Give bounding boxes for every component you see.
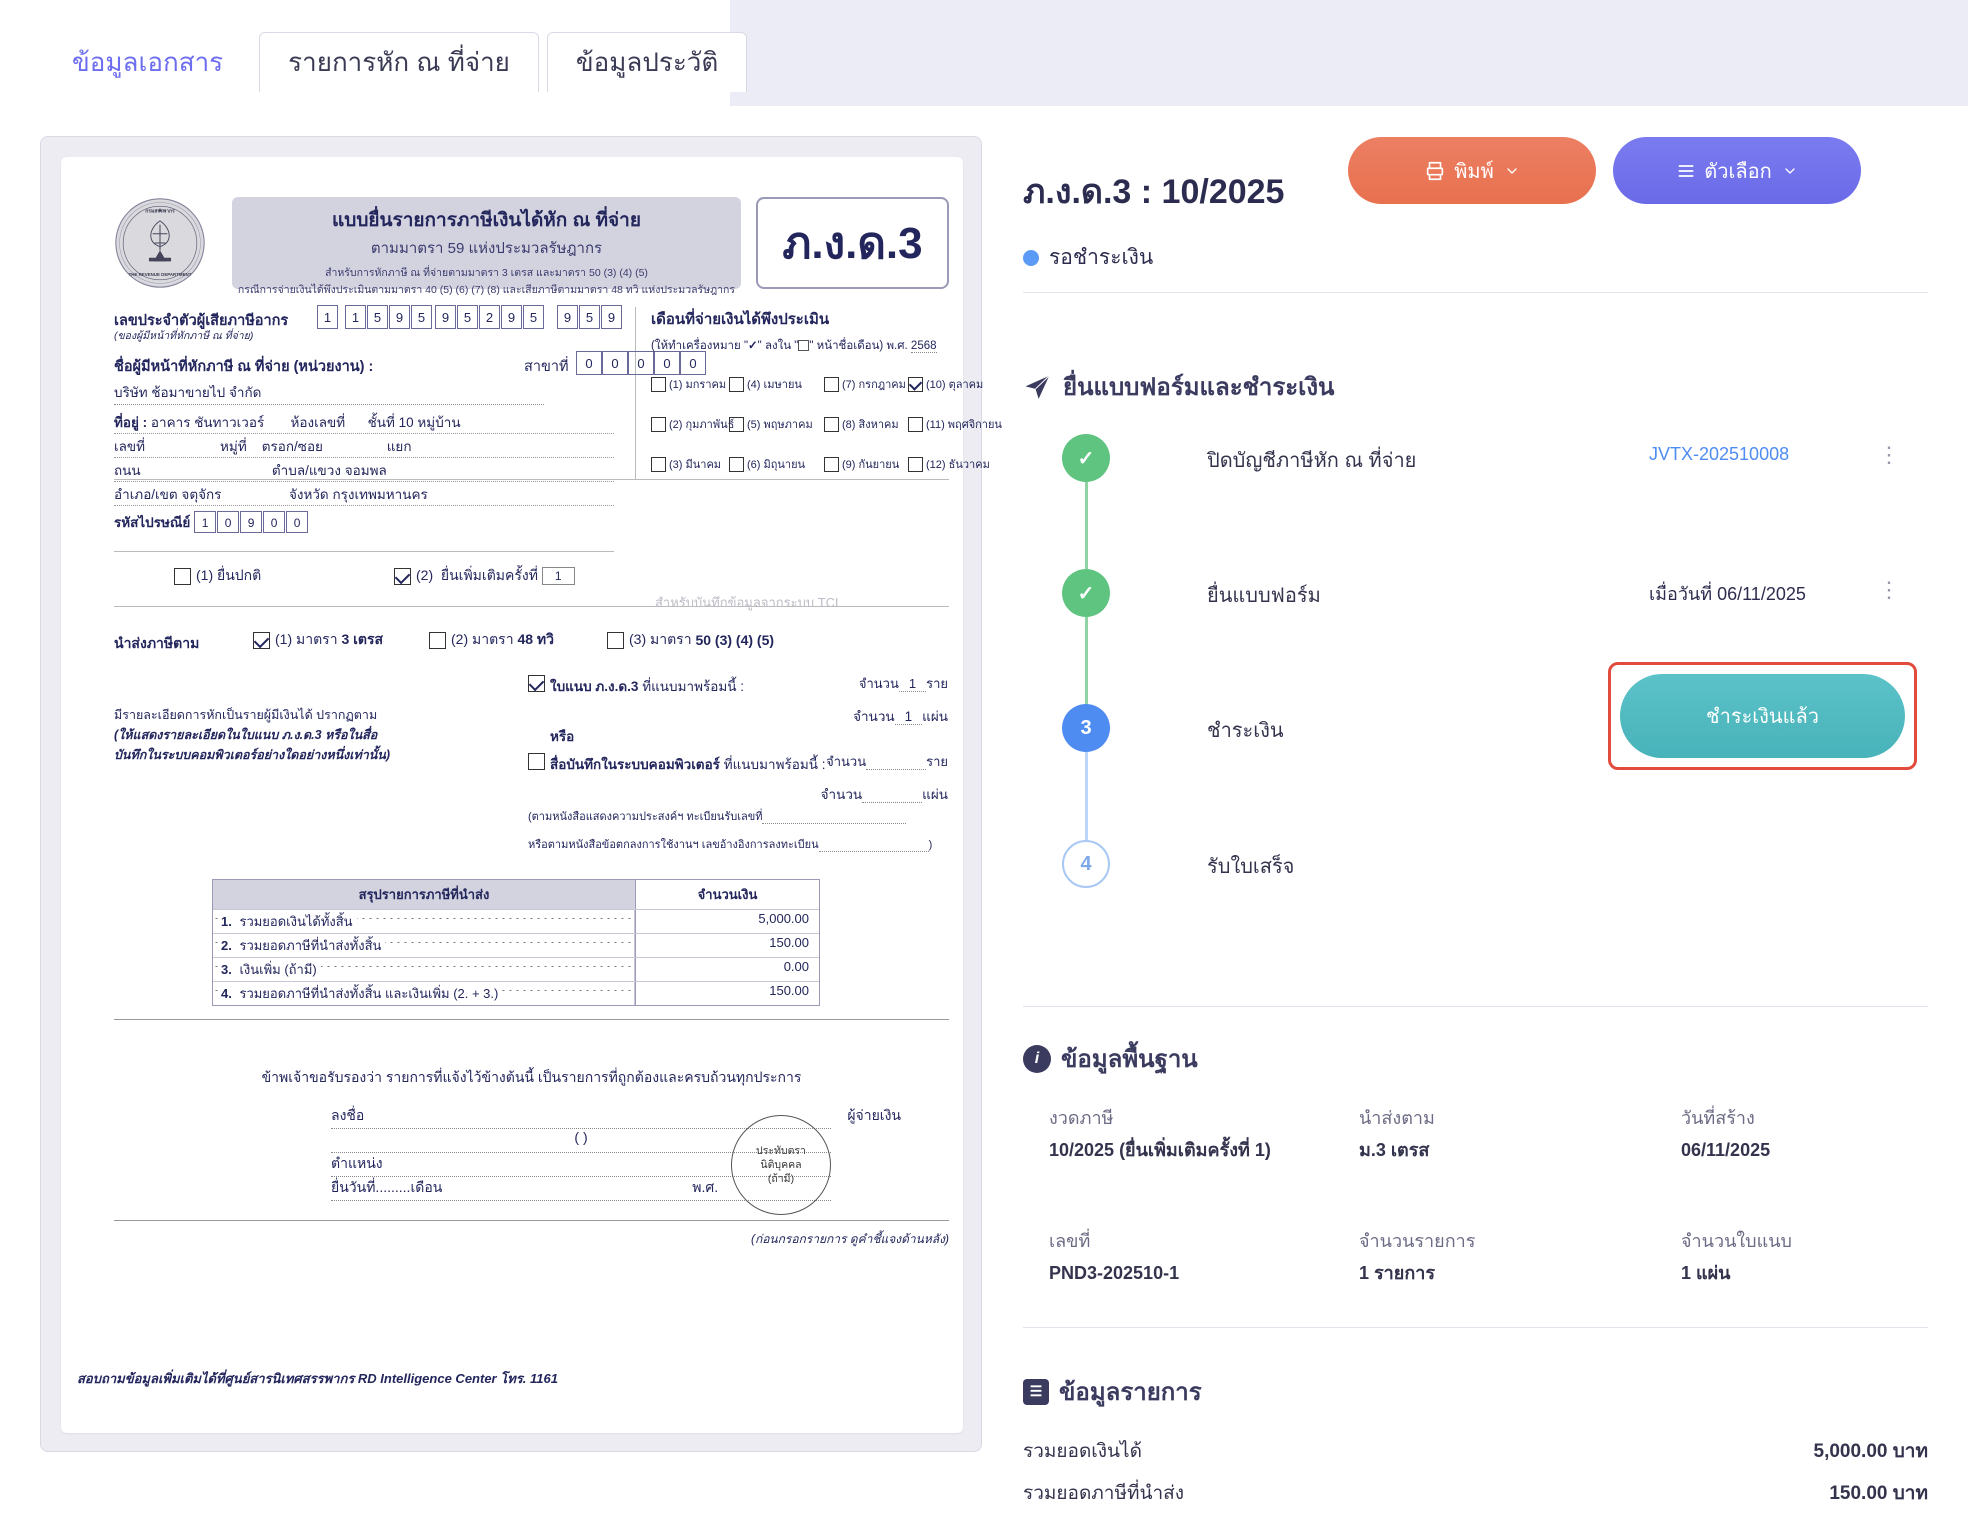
svg-text:กรมสรรพากร: กรมสรรพากร xyxy=(145,209,175,215)
svg-text:THE REVENUE DEPARTMENT: THE REVENUE DEPARTMENT xyxy=(129,272,192,277)
